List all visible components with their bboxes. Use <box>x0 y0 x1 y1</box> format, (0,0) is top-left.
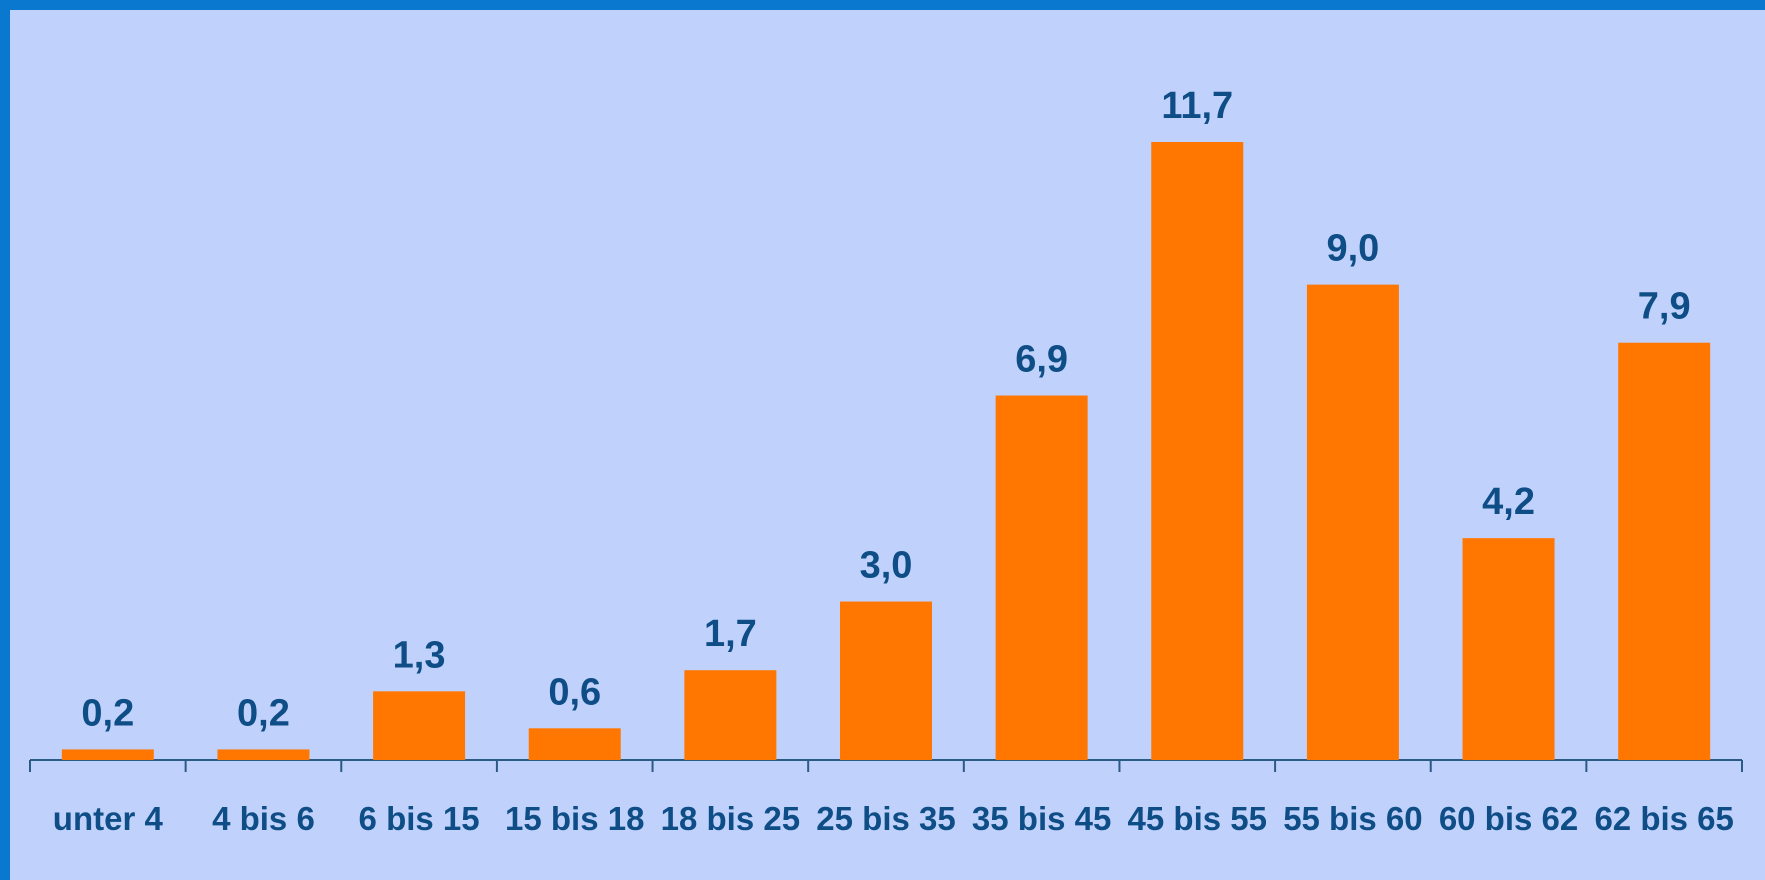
x-tick-label: 25 bis 35 <box>816 800 955 837</box>
x-tick-label: 62 bis 65 <box>1594 800 1733 837</box>
bar-6-bis-15 <box>373 691 466 760</box>
data-label: 9,0 <box>1326 228 1379 270</box>
data-label: 6,9 <box>1015 339 1068 381</box>
data-label: 1,7 <box>704 613 757 655</box>
x-tick-label: 45 bis 55 <box>1128 800 1267 837</box>
data-label: 4,2 <box>1482 481 1535 523</box>
bar-35-bis-45 <box>995 395 1088 760</box>
bar-45-bis-55 <box>1151 142 1244 760</box>
bar-18-bis-25 <box>684 670 777 760</box>
bar-60-bis-62 <box>1462 538 1555 760</box>
data-label: 0,6 <box>548 671 601 713</box>
data-label: 11,7 <box>1161 85 1233 127</box>
bar-55-bis-60 <box>1306 284 1399 760</box>
x-tick-label: 4 bis 6 <box>212 800 315 837</box>
x-tick-label: 55 bis 60 <box>1283 800 1422 837</box>
data-label: 1,3 <box>393 634 446 676</box>
data-label: 0,2 <box>237 692 290 734</box>
x-tick-label: 15 bis 18 <box>505 800 644 837</box>
data-label: 7,9 <box>1638 286 1691 328</box>
x-tick-label: 35 bis 45 <box>972 800 1111 837</box>
bar-25-bis-35 <box>840 601 932 760</box>
bar-4-bis-6 <box>217 749 310 760</box>
bar-unter-4 <box>61 749 154 760</box>
x-tick-label: unter 4 <box>53 800 164 837</box>
x-tick-label: 6 bis 15 <box>359 800 480 837</box>
x-tick-label: 60 bis 62 <box>1439 800 1578 837</box>
bar-62-bis-65 <box>1618 342 1711 760</box>
data-label: 3,0 <box>860 545 913 587</box>
data-label: 0,2 <box>81 692 134 734</box>
x-tick-label: 18 bis 25 <box>661 800 800 837</box>
bar-15-bis-18 <box>528 728 621 760</box>
